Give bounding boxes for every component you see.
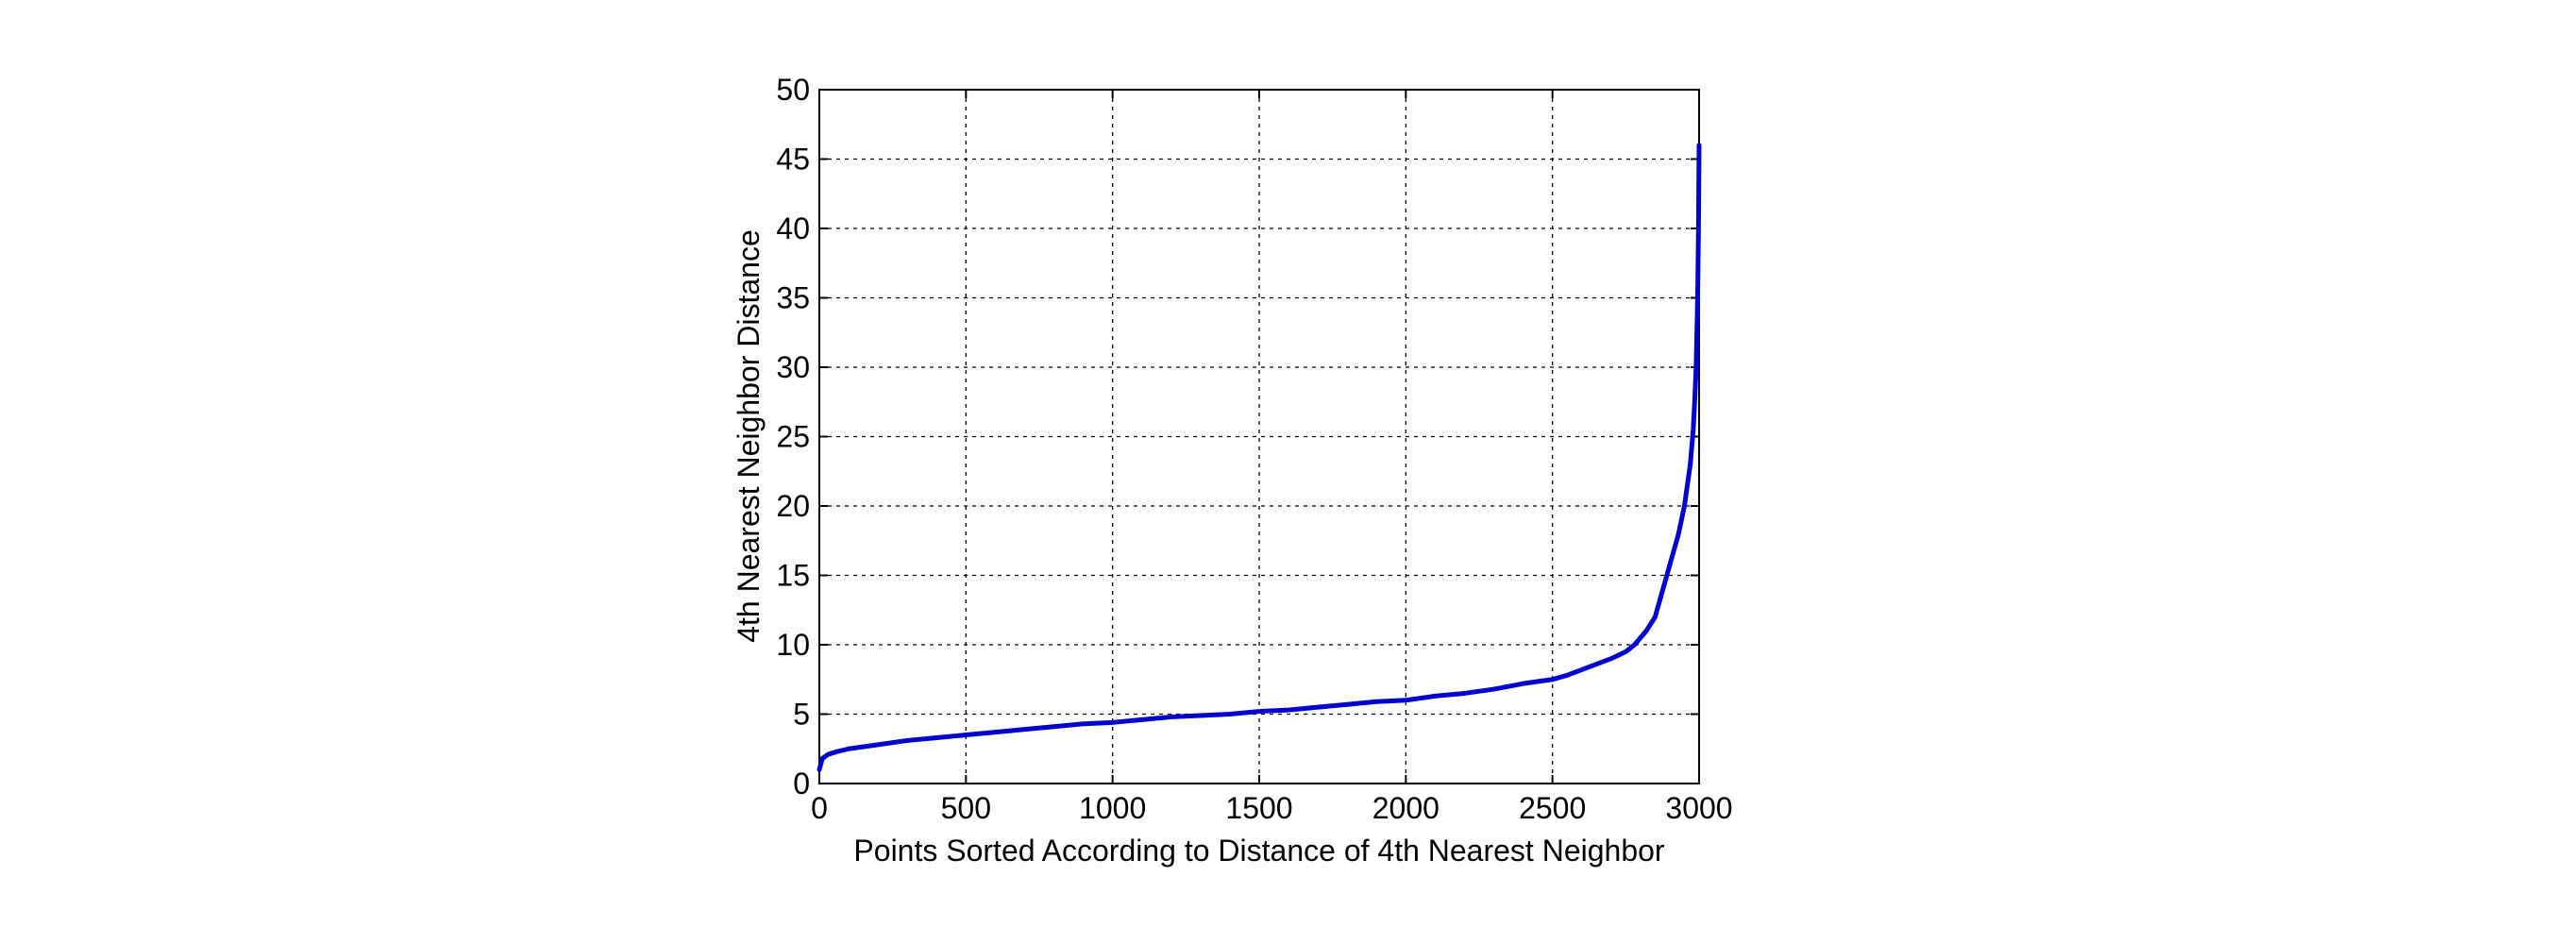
y-tick-label: 5: [793, 698, 810, 732]
axis-ticks: [818, 89, 1700, 784]
series-line: [817, 143, 1702, 772]
x-tick-label: 3000: [1665, 791, 1732, 825]
x-axis-label: Points Sorted According to Distance of 4…: [853, 834, 1664, 868]
y-tick-label: 40: [776, 211, 810, 245]
y-tick-label: 50: [776, 73, 810, 107]
y-tick-label: 25: [776, 420, 810, 454]
grid-lines: [819, 90, 1699, 784]
y-tick-label: 45: [776, 143, 810, 177]
y-tick-label: 10: [776, 628, 810, 662]
y-tick-label: 30: [776, 350, 810, 384]
x-tick-label: 1500: [1225, 791, 1292, 825]
y-tick-label: 0: [793, 767, 810, 801]
x-tick-label: 1000: [1079, 791, 1146, 825]
x-tick-label: 2500: [1519, 791, 1586, 825]
y-tick-label: 20: [776, 489, 810, 523]
x-tick-label: 500: [941, 791, 991, 825]
x-tick-label: 0: [811, 791, 828, 825]
y-tick-label: 15: [776, 559, 810, 593]
y-tick-label: 35: [776, 281, 810, 315]
x-tick-label: 2000: [1372, 791, 1440, 825]
y-axis-label: 4th Nearest Neighbor Distance: [732, 229, 766, 643]
x-tick-labels: 0 500 1000 1500 2000 2500 3000: [811, 791, 1732, 825]
y-tick-labels: 0 5 10 15 20 25 30 35 40 45 50: [776, 73, 810, 801]
